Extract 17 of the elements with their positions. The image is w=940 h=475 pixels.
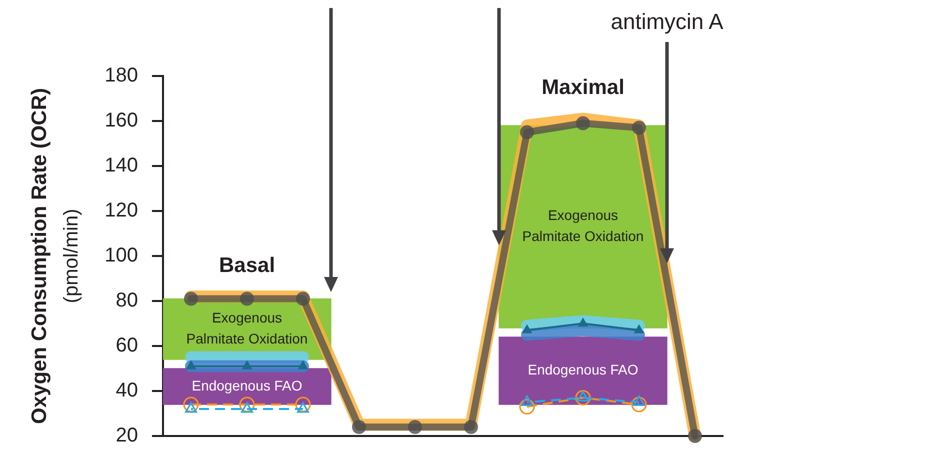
y-axis-title: Oxygen Consumption Rate (OCR) (pmol/min) (28, 88, 83, 424)
y-tick-label: 180 (104, 64, 138, 87)
y-tick-label: 100 (104, 244, 138, 267)
y-tick-label: 160 (104, 110, 138, 132)
annotation: Exogenous Palmitate Oxidation (186, 309, 308, 346)
y-tick-label: 60 (116, 334, 138, 357)
annotation: Endogenous FAO (528, 362, 638, 378)
y-tick-label: 80 (116, 290, 138, 312)
y-tick-label: 120 (104, 200, 138, 222)
annotation: Endogenous FAO (192, 377, 302, 394)
annotation: Exogenous Palmitate Oxidation (522, 207, 644, 244)
y-tick-label: 140 (104, 154, 138, 177)
text: antimycin A (610, 9, 724, 34)
annotation: Basal (218, 254, 276, 277)
y-tick-label: 40 (116, 380, 138, 402)
annotation: Maximal (542, 76, 624, 100)
y-tick-label: 20 (116, 424, 138, 447)
